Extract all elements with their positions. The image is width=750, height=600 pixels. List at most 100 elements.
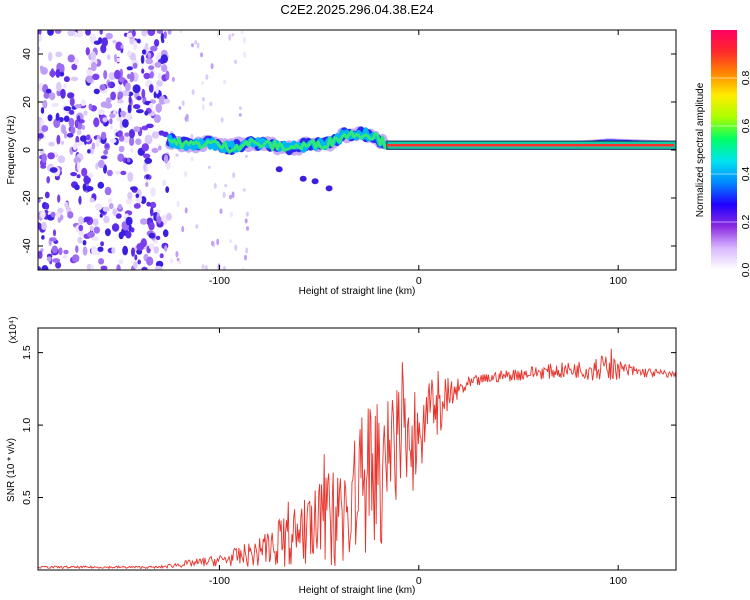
noise-blob bbox=[175, 251, 179, 258]
noise-blob bbox=[67, 211, 74, 219]
colorbar-label: Normalized spectral amplitude bbox=[695, 82, 706, 217]
noise-blob bbox=[83, 110, 88, 116]
bottom-x-axis-label: Height of straight line (km) bbox=[299, 585, 416, 596]
noise-blob bbox=[41, 235, 45, 240]
noise-blob bbox=[116, 57, 121, 63]
noise-blob bbox=[223, 79, 227, 85]
noise-blob bbox=[68, 117, 75, 128]
noise-blob bbox=[178, 106, 182, 110]
noise-blob bbox=[73, 157, 82, 164]
noise-blob bbox=[155, 84, 159, 94]
spectrogram-panel: -100 0 100 -40 -20 0 20 40 Height of straight … bbox=[6, 29, 677, 297]
noise-blob bbox=[51, 245, 58, 254]
y-tick-label: 20 bbox=[21, 96, 33, 108]
noise-blob bbox=[141, 49, 147, 55]
noise-blob bbox=[120, 44, 124, 49]
noise-blob bbox=[120, 110, 127, 117]
noise-blob bbox=[49, 70, 56, 77]
noise-blob bbox=[117, 153, 125, 162]
noise-blob bbox=[148, 65, 155, 70]
noise-blob bbox=[131, 30, 136, 37]
noise-blob bbox=[144, 134, 153, 145]
noise-blob bbox=[246, 226, 249, 231]
noise-blob bbox=[234, 244, 238, 251]
noise-blob bbox=[145, 58, 153, 65]
noise-blob bbox=[124, 82, 131, 92]
noise-blob bbox=[126, 73, 131, 79]
noise-blob bbox=[109, 125, 113, 130]
noise-blob bbox=[77, 115, 81, 122]
x-tick-label: -100 bbox=[209, 575, 230, 587]
noise-blob bbox=[146, 201, 151, 207]
noise-blob bbox=[176, 200, 180, 208]
noise-blob bbox=[185, 113, 189, 120]
y-tick-label: 40 bbox=[21, 48, 33, 60]
noise-blob bbox=[120, 170, 127, 176]
noise-blob bbox=[220, 117, 224, 123]
noise-blob bbox=[40, 67, 48, 75]
noise-blob bbox=[115, 41, 123, 51]
noise-blob bbox=[160, 54, 168, 64]
noise-blob bbox=[126, 66, 133, 71]
noise-blob bbox=[75, 245, 79, 254]
noise-blob bbox=[58, 117, 64, 123]
noise-blob bbox=[90, 51, 96, 61]
noise-blob bbox=[162, 179, 167, 187]
noise-blob bbox=[97, 109, 105, 115]
noise-blob bbox=[38, 198, 41, 203]
noise-blob bbox=[156, 30, 164, 34]
noise-blob bbox=[165, 186, 170, 194]
noise-blob bbox=[70, 172, 77, 177]
noise-blob bbox=[130, 148, 134, 153]
noise-blob bbox=[38, 34, 43, 43]
x-tick-label: 100 bbox=[609, 575, 627, 587]
noise-blob bbox=[41, 153, 47, 164]
noise-blob bbox=[100, 155, 108, 160]
noise-blob bbox=[148, 243, 155, 250]
noise-blob bbox=[82, 240, 87, 246]
noise-blob bbox=[118, 145, 125, 153]
noise-blob bbox=[108, 198, 113, 203]
noise-blob bbox=[49, 92, 56, 101]
noise-blob bbox=[83, 216, 91, 223]
noise-blob bbox=[77, 236, 83, 244]
noise-blob bbox=[240, 30, 244, 34]
noise-blob bbox=[179, 30, 183, 34]
noise-blob bbox=[88, 172, 94, 178]
noise-blob bbox=[55, 51, 63, 58]
noise-blob bbox=[153, 239, 159, 244]
x-tick-label: -100 bbox=[209, 275, 230, 287]
signal-blob bbox=[311, 178, 319, 185]
noise-blob bbox=[164, 245, 168, 252]
top-x-axis-label: Height of straight line (km) bbox=[299, 286, 416, 297]
noise-blob bbox=[38, 222, 42, 230]
noise-blob bbox=[170, 258, 174, 264]
y-tick-label: 1.5 bbox=[21, 345, 33, 360]
noise-blob bbox=[59, 71, 65, 77]
noise-blob bbox=[47, 152, 55, 160]
noise-blob bbox=[134, 254, 138, 261]
noise-blob bbox=[92, 73, 100, 81]
noise-blob bbox=[74, 184, 80, 191]
noise-blob bbox=[130, 227, 135, 233]
noise-blob bbox=[93, 226, 101, 234]
noise-blob bbox=[201, 97, 205, 102]
noise-blob bbox=[43, 92, 50, 99]
noise-blob bbox=[78, 229, 85, 237]
noise-blob bbox=[103, 70, 108, 80]
noise-blob bbox=[149, 207, 154, 217]
noise-blob bbox=[245, 211, 249, 217]
noise-blob bbox=[181, 225, 185, 233]
noise-blob bbox=[108, 72, 116, 81]
colorbar-gradient bbox=[711, 30, 737, 270]
noise-blob bbox=[145, 174, 150, 180]
noise-blob bbox=[141, 30, 148, 37]
noise-blob bbox=[55, 68, 61, 78]
noise-blob bbox=[61, 124, 66, 134]
colorbar-tick-label: 0.2 bbox=[740, 215, 750, 230]
noise-blob bbox=[146, 256, 154, 266]
noise-blob bbox=[132, 62, 138, 69]
noise-blob bbox=[86, 69, 93, 76]
noise-blob bbox=[112, 39, 117, 44]
bottom-y-axis: 0.5 1.0 1.5 bbox=[21, 345, 676, 505]
